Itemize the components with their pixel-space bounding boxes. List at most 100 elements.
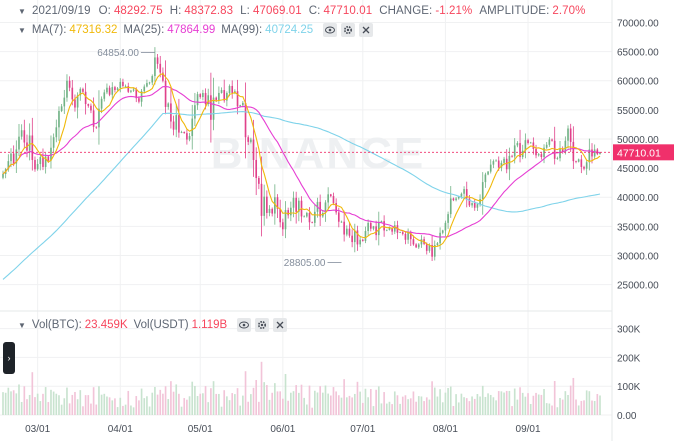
candle-body	[92, 110, 95, 127]
candle-body	[345, 228, 348, 235]
vol-btc-label: Vol(BTC):	[31, 319, 82, 331]
volume-bar	[311, 407, 313, 415]
candle-body	[242, 102, 244, 106]
volume-bar	[295, 385, 297, 415]
candle-body	[42, 157, 44, 167]
chevron-down-icon[interactable]: ▼	[18, 25, 26, 35]
volume-bar	[236, 388, 239, 415]
ma25-line	[2, 86, 601, 238]
candle-body	[343, 221, 345, 235]
close-label: C:	[308, 5, 321, 17]
volume-bar	[156, 394, 159, 415]
candle-body	[383, 221, 385, 231]
candle-body	[156, 57, 159, 64]
candle-body	[188, 136, 191, 140]
volume-bar	[303, 397, 305, 415]
candle-body	[580, 159, 583, 167]
candle-body	[356, 230, 359, 245]
volume-bar	[247, 401, 250, 415]
time-tick-label: 03/01	[25, 424, 50, 435]
volume-bar	[76, 399, 79, 415]
volume-bar	[226, 396, 228, 415]
candle-body	[540, 154, 543, 158]
watermark: BINANCE	[211, 129, 425, 178]
volume-bar	[335, 391, 337, 415]
eye-icon[interactable]	[323, 23, 338, 37]
candle-body	[82, 88, 84, 92]
close-value: 47710.01	[323, 5, 373, 17]
eye-icon[interactable]	[237, 318, 252, 332]
candle-body	[271, 208, 274, 214]
volume-bar	[244, 371, 247, 415]
volume-bar	[50, 389, 52, 415]
candle-body	[151, 76, 154, 83]
high-label: H:	[169, 5, 182, 17]
candle-body	[489, 164, 492, 172]
volume-bar	[359, 391, 361, 415]
candle-body	[90, 105, 92, 111]
volume-bar	[321, 392, 324, 415]
candle-body	[287, 210, 290, 216]
volume-bar	[287, 400, 290, 415]
chevron-down-icon[interactable]: ▼	[18, 7, 27, 16]
last-price-badge	[613, 144, 674, 161]
chevron-right-icon[interactable]: ›	[3, 342, 15, 374]
volume-bar	[503, 392, 505, 415]
volume-bar	[492, 397, 495, 415]
volume-bar	[199, 393, 202, 415]
candle-body	[258, 178, 260, 184]
gear-icon[interactable]	[255, 318, 270, 332]
volume-bar	[343, 379, 345, 415]
candle-body	[393, 225, 396, 232]
volume-bar	[417, 396, 420, 415]
volume-bar	[148, 406, 151, 415]
volume-bar	[282, 398, 284, 415]
chevron-down-icon[interactable]: ▼	[18, 320, 26, 330]
candle-body	[375, 226, 377, 236]
volume-bar	[583, 400, 585, 415]
candle-body	[106, 87, 108, 93]
volume-legend: ▼ Vol(BTC): 23.459K Vol(USDT) 1.119B	[18, 318, 288, 332]
ma-legend: ▼ MA(7): 47316.32 MA(25): 47864.99 MA(99):…	[18, 23, 374, 37]
candle-body	[39, 157, 42, 165]
volume-bar	[12, 390, 15, 415]
low-label: L:	[240, 5, 250, 17]
volume-bar	[524, 396, 527, 415]
candle-body	[537, 154, 540, 156]
volume-bar	[143, 398, 146, 415]
candle-body	[399, 232, 401, 233]
candle-body	[231, 85, 234, 93]
volume-bar	[585, 390, 588, 415]
volume-bar	[527, 393, 529, 415]
volume-bar	[383, 392, 385, 415]
volume-bar	[447, 388, 449, 415]
candle-body	[308, 212, 311, 223]
volume-bar	[388, 401, 391, 415]
volume-bar	[7, 387, 10, 415]
candle-body	[164, 80, 167, 107]
close-icon[interactable]	[273, 318, 288, 332]
volume-bar	[170, 381, 172, 415]
volume-bar	[122, 405, 124, 415]
candle-body	[279, 208, 282, 223]
volume-bar	[404, 395, 407, 415]
volume-bar	[567, 394, 569, 415]
candle-body	[263, 196, 266, 216]
candle-body	[143, 86, 146, 92]
gear-icon[interactable]	[341, 23, 356, 37]
volume-bar	[484, 396, 487, 415]
candle-body	[98, 108, 100, 128]
candle-body	[178, 115, 180, 133]
candle-body	[103, 92, 106, 99]
volume-bar	[191, 381, 194, 415]
volume-bar	[103, 393, 106, 415]
volume-bar	[215, 393, 218, 415]
volume-bar	[433, 387, 436, 415]
volume-tick-label: 300K	[617, 325, 641, 336]
candle-body	[138, 98, 140, 102]
volume-bar	[599, 395, 601, 415]
candle-body	[132, 89, 135, 91]
candle-body	[226, 92, 228, 101]
close-icon[interactable]	[359, 23, 374, 37]
